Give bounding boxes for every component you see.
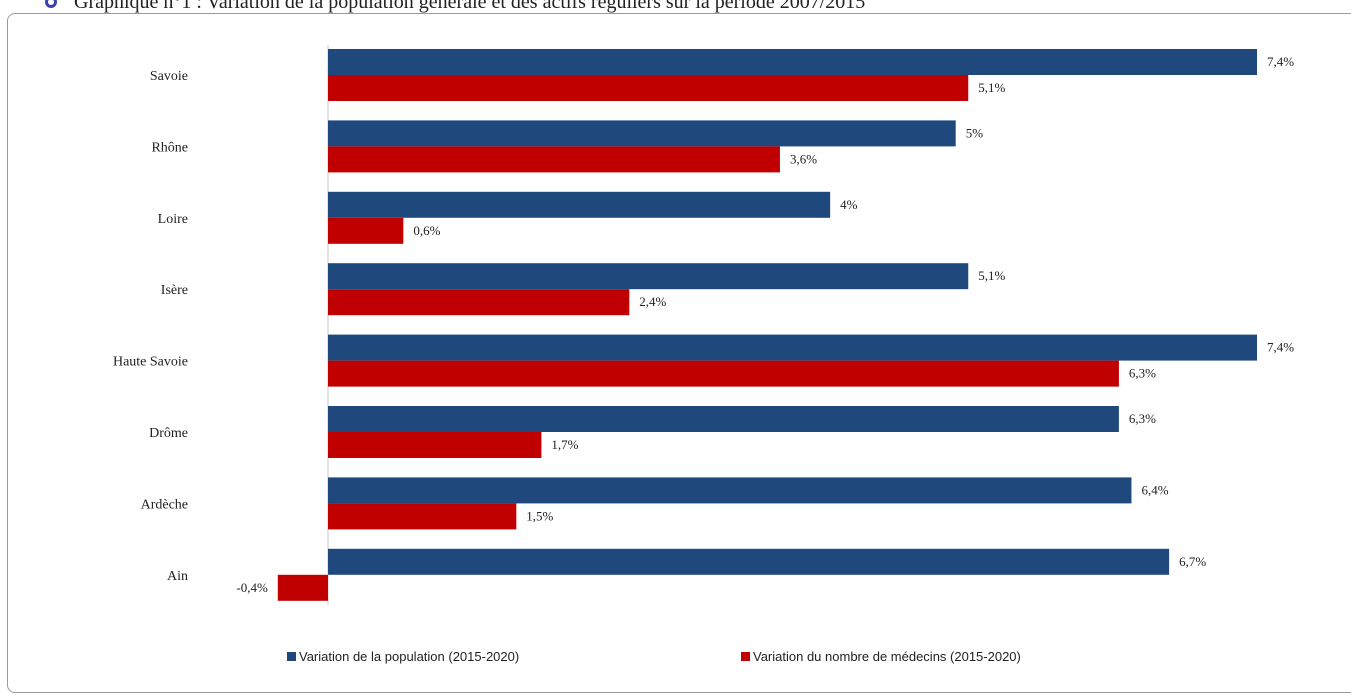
category-label: Isère [161, 283, 188, 298]
bar-medecins [328, 432, 542, 458]
chart-legend: Variation de la population (2015-2020) V… [0, 649, 1351, 667]
data-label: 1,5% [526, 508, 553, 523]
category-label: Rhône [151, 140, 188, 155]
bar-population [328, 120, 956, 147]
legend-swatch-population [287, 652, 296, 661]
bar-population [328, 263, 969, 290]
bar-population [328, 406, 1119, 432]
data-label: 3,6% [790, 151, 817, 166]
data-label: 5,1% [978, 80, 1005, 95]
bar-population [328, 548, 1170, 575]
data-label: 6,4% [1141, 482, 1168, 497]
data-label: 6,7% [1179, 554, 1206, 569]
data-label: 2,4% [639, 294, 666, 309]
category-label: Ardèche [141, 497, 188, 512]
data-label: 6,3% [1129, 366, 1156, 381]
bar-medecins [328, 503, 517, 530]
data-label: 4% [840, 197, 858, 212]
category-label: Drôme [149, 426, 188, 441]
chart-title-row: Graphique n°1 : Variation de la populati… [44, 0, 865, 13]
data-label: 0,6% [413, 223, 440, 238]
data-label: 5,1% [978, 268, 1005, 283]
title-bullet-icon [45, 0, 57, 8]
bar-population [328, 334, 1257, 361]
category-label: Loire [158, 212, 188, 227]
category-label: Ain [167, 569, 188, 584]
chart-title: Graphique n°1 : Variation de la populati… [74, 0, 866, 13]
bar-medecins [328, 289, 630, 316]
legend-label-population: Variation de la population (2015-2020) [299, 649, 520, 664]
bar-population [328, 49, 1257, 75]
bar-medecins [328, 75, 969, 101]
bar-population [328, 477, 1132, 504]
legend-item-medecins: Variation du nombre de médecins (2015-20… [741, 649, 1021, 664]
data-label: 5% [966, 125, 984, 140]
category-label: Haute Savoie [113, 355, 188, 370]
legend-swatch-medecins [741, 652, 750, 661]
category-label: Savoie [150, 69, 188, 84]
bar-medecins [328, 146, 780, 173]
data-label: 7,4% [1267, 54, 1294, 69]
data-label: 1,7% [551, 437, 578, 452]
bar-medecins [328, 217, 404, 244]
legend-item-population: Variation de la population (2015-2020) [287, 649, 519, 664]
legend-label-medecins: Variation du nombre de médecins (2015-20… [753, 649, 1021, 664]
data-label: 6,3% [1129, 411, 1156, 426]
data-label: -0,4% [236, 580, 268, 595]
bar-medecins [328, 360, 1119, 387]
data-label: 7,4% [1267, 340, 1294, 355]
bar-population [328, 191, 831, 218]
bar-medecins [277, 574, 328, 601]
